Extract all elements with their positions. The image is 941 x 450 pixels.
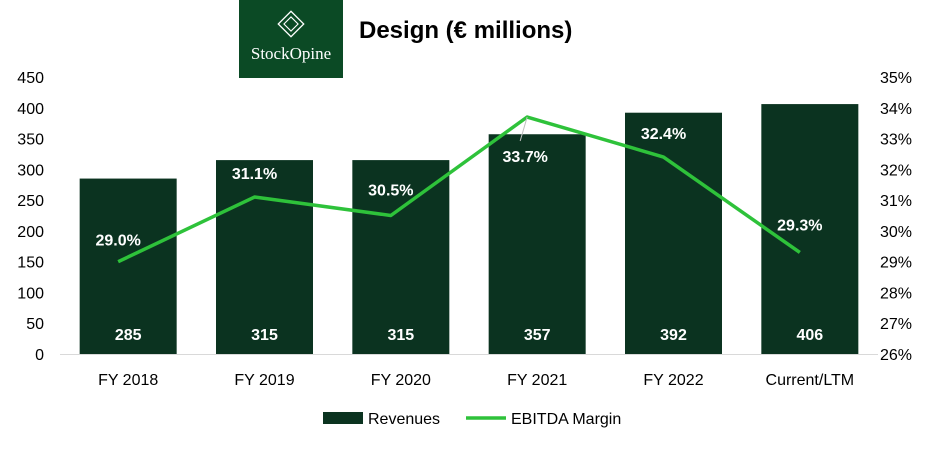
x-tick-label: Current/LTM [766,372,855,389]
y-right-tick-label: 35% [880,70,912,87]
margin-value-label: 31.1% [232,166,277,183]
y-left-tick-label: 50 [26,316,44,333]
margin-value-label: 33.7% [502,149,547,166]
y-left-tick-label: 450 [17,70,44,87]
ebitda-margin-line [117,115,801,264]
legend-swatch-revenues [323,412,363,424]
y-left-tick-label: 400 [17,101,44,118]
revenue-bar [761,104,859,354]
revenue-value-label: 392 [660,327,687,344]
y-right-tick-label: 29% [880,255,912,272]
chart-title: Design (€ millions) [359,17,573,44]
y-left-tick-label: 200 [17,224,44,241]
y-left-tick-label: 0 [35,347,44,364]
y-left-tick-label: 250 [17,193,44,210]
x-tick-label: FY 2018 [98,372,158,389]
margin-value-label: 30.5% [368,183,413,200]
logo-text: StockOpine [250,44,332,63]
revenue-value-label: 406 [796,327,823,344]
stockopine-logo: StockOpine [239,0,343,78]
y-left-tick-label: 300 [17,162,44,179]
margin-value-label: 32.4% [641,126,686,143]
revenue-bar [79,178,177,354]
revenue-bar [352,160,450,354]
x-tick-label: FY 2022 [643,372,703,389]
revenue-value-label: 285 [115,327,142,344]
revenue-value-label: 315 [387,327,414,344]
x-tick-label: FY 2019 [234,372,294,389]
y-right-tick-label: 34% [880,101,912,118]
revenue-bar [625,112,722,354]
revenue-value-label: 315 [251,327,278,344]
y-right-tick-label: 31% [880,193,912,210]
revenue-value-label: 357 [524,327,551,344]
y-right-tick-label: 28% [880,285,912,302]
diamond-icon [277,10,305,38]
legend-label-ebitda-margin: EBITDA Margin [511,411,621,428]
margin-value-label: 29.0% [95,233,140,250]
y-right-tick-label: 26% [880,347,912,364]
x-tick-label: FY 2020 [371,372,431,389]
legend-label-revenues: Revenues [368,411,440,428]
revenue-bar [216,160,313,354]
revenue-bar [488,134,586,354]
y-right-tick-label: 27% [880,316,912,333]
y-left-tick-label: 150 [17,255,44,272]
x-tick-label: FY 2021 [507,372,567,389]
y-right-tick-label: 32% [880,162,912,179]
margin-label-leader [519,116,528,142]
y-right-tick-label: 33% [880,132,912,149]
margin-value-label: 29.3% [777,217,822,234]
y-right-tick-label: 30% [880,224,912,241]
y-left-tick-label: 100 [17,285,44,302]
y-left-tick-label: 350 [17,132,44,149]
